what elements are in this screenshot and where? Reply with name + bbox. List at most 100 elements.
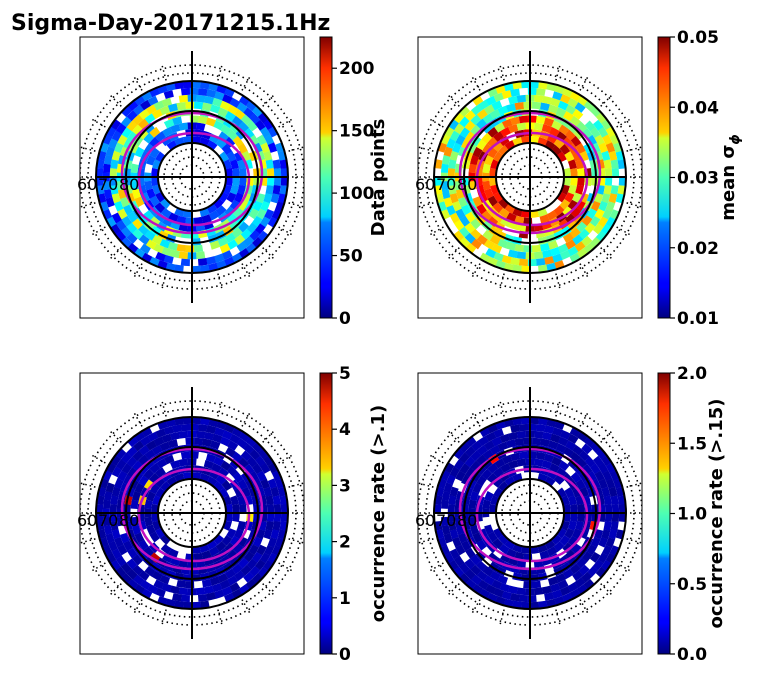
heatmap-cell [114, 142, 124, 153]
heatmap-cell [539, 214, 550, 224]
heatmap-cell [464, 568, 476, 580]
heatmap-cell [569, 252, 581, 264]
colorbar-label: Data points [368, 119, 389, 237]
heatmap-cell [538, 600, 548, 609]
heatmap-cell [263, 529, 273, 540]
heatmap-cell [224, 232, 236, 244]
heatmap-cell [229, 97, 241, 109]
heatmap-cell [146, 524, 156, 535]
heatmap-cell [570, 135, 582, 147]
heatmap-cell [154, 476, 166, 488]
heatmap-cell [180, 87, 191, 96]
heatmap-cell [601, 559, 612, 572]
heatmap-cell [552, 253, 563, 263]
heatmap-cell [489, 108, 501, 120]
heatmap-cell [518, 594, 528, 603]
heatmap-cell [213, 481, 225, 492]
heatmap-cell [254, 455, 266, 467]
heatmap-cell [204, 585, 214, 595]
heatmap-cell [155, 587, 166, 598]
heatmap-cell [232, 543, 244, 555]
heatmap-cell [183, 81, 193, 89]
heatmap-cell [134, 196, 145, 208]
heatmap-cell [143, 143, 155, 155]
heatmap-cell [533, 587, 544, 596]
heatmap-cell [221, 535, 233, 547]
heatmap-cell [132, 574, 145, 586]
heatmap-cell [148, 472, 160, 484]
heatmap-cell [214, 91, 225, 101]
heatmap-cell [159, 105, 171, 116]
heatmap-cell [486, 472, 498, 484]
heatmap-cell [583, 578, 595, 590]
dotted-grid-circle [425, 408, 635, 618]
heatmap-cell [120, 236, 132, 248]
heatmap-cell [497, 105, 509, 116]
heatmap-cell [569, 227, 581, 239]
heatmap-cell [562, 232, 574, 244]
heatmap-cell [489, 176, 497, 187]
heatmap-cell [564, 129, 576, 141]
heatmap-cell [484, 491, 494, 502]
heatmap-cell [270, 193, 280, 204]
heatmap-cell [492, 467, 504, 478]
heatmap-cell [556, 467, 568, 478]
heatmap-cell [267, 552, 278, 564]
figure-title: Sigma-Day-20171215.1Hz [11, 11, 330, 36]
heatmap-cell [484, 524, 494, 535]
heatmap-cell [127, 467, 138, 479]
heatmap-cell [539, 550, 550, 560]
heatmap-cell [567, 495, 577, 506]
heatmap-cell [516, 251, 526, 260]
heatmap-cell [225, 177, 233, 187]
heatmap-cell [535, 451, 546, 461]
heatmap-cell [550, 433, 561, 444]
heatmap-cell [248, 134, 260, 146]
heatmap-cell [217, 572, 229, 583]
heatmap-cell [218, 131, 230, 142]
heatmap-cell [178, 94, 189, 103]
heatmap-cell [570, 503, 578, 514]
heatmap-cell [449, 466, 460, 478]
heatmap-cell [138, 539, 149, 551]
heatmap-cell [489, 503, 497, 513]
heatmap-cell [489, 167, 497, 177]
heatmap-cell [507, 249, 518, 259]
heatmap-cell [457, 532, 468, 544]
heatmap-cell [484, 155, 494, 166]
heatmap-cell [205, 117, 217, 127]
heatmap-cell [510, 424, 520, 433]
heatmap-cell [130, 180, 139, 191]
heatmap-cell [581, 443, 593, 455]
heatmap-cell [178, 251, 188, 260]
heatmap-cell [547, 240, 559, 250]
heatmap-cell [138, 108, 150, 120]
heatmap-cell [231, 427, 243, 438]
heatmap-cell [501, 118, 513, 129]
heatmap-cell [569, 91, 581, 102]
heatmap-cell [507, 585, 518, 595]
heatmap-cell [221, 480, 233, 491]
heatmap-cell [96, 503, 104, 513]
heatmap-cell [240, 114, 252, 126]
heatmap-cell [592, 119, 604, 131]
oval-boundary-inner [475, 131, 589, 227]
heatmap-cell [126, 558, 138, 570]
heatmap-cell [267, 216, 278, 228]
heatmap-cell [581, 551, 593, 563]
heatmap-cell [469, 490, 479, 502]
heatmap-cell [191, 265, 201, 273]
heatmap-cell [567, 199, 579, 211]
heatmap-cell [565, 239, 577, 250]
heatmap-cell [434, 503, 442, 513]
heatmap-cell [119, 196, 130, 208]
heatmap-cell [520, 546, 530, 554]
heatmap-cell [618, 177, 626, 187]
heatmap-cell [572, 108, 584, 120]
heatmap-cell [144, 516, 153, 527]
heatmap-cell [514, 437, 525, 447]
heatmap-cell [497, 534, 509, 545]
heatmap-cell [472, 482, 483, 494]
heatmap-cell [542, 95, 553, 105]
heatmap-cell [449, 130, 460, 142]
